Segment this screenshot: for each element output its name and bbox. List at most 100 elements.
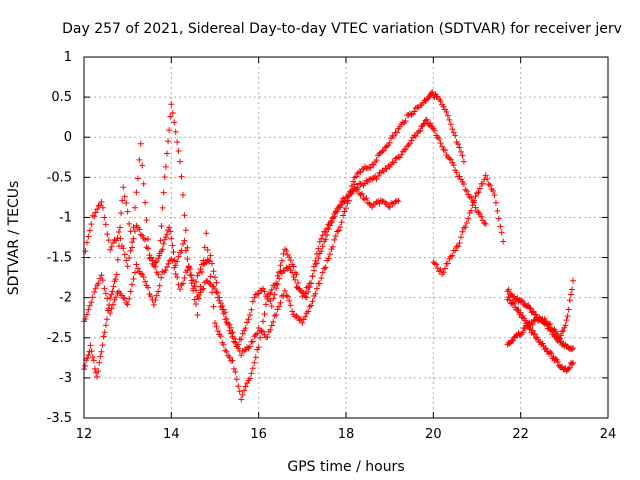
data-point	[283, 292, 290, 299]
data-point	[260, 328, 267, 335]
data-point	[244, 319, 251, 326]
data-point	[137, 140, 144, 147]
data-point	[98, 272, 105, 279]
data-point	[440, 103, 447, 110]
data-point	[449, 252, 456, 259]
data-point	[281, 246, 288, 253]
data-point	[412, 104, 419, 111]
data-point	[344, 197, 351, 204]
data-point	[316, 280, 323, 287]
data-point	[315, 245, 322, 252]
data-point	[249, 365, 256, 372]
data-point	[433, 261, 440, 268]
data-point	[233, 376, 240, 383]
x-tick-label: 12	[76, 427, 93, 442]
data-point	[255, 325, 262, 332]
data-point	[302, 313, 309, 320]
data-point	[105, 237, 112, 244]
data-point	[115, 228, 122, 235]
data-point	[319, 269, 326, 276]
data-point	[319, 232, 326, 239]
data-point	[130, 224, 137, 231]
data-point	[427, 120, 434, 127]
data-point	[197, 266, 204, 273]
data-point	[100, 333, 107, 340]
data-point	[158, 274, 165, 281]
data-point	[177, 286, 184, 293]
data-point	[145, 245, 152, 252]
data-point	[108, 243, 115, 250]
data-point	[159, 246, 166, 253]
x-tick-label: 22	[512, 427, 529, 442]
data-point	[476, 211, 483, 218]
data-point	[242, 383, 249, 390]
data-point	[99, 342, 106, 349]
data-point	[351, 174, 358, 181]
data-point	[228, 330, 235, 337]
data-point	[204, 278, 211, 285]
data-point	[195, 269, 202, 276]
data-point	[299, 319, 306, 326]
data-point	[212, 319, 218, 326]
data-point	[450, 162, 457, 169]
data-point	[117, 224, 124, 231]
data-point	[142, 199, 149, 206]
data-point	[357, 168, 364, 175]
data-point	[104, 231, 111, 238]
data-point	[252, 331, 259, 338]
data-point	[437, 140, 444, 147]
data-point	[99, 277, 106, 284]
data-point	[130, 276, 137, 283]
data-point	[401, 146, 408, 153]
data-point	[104, 295, 111, 302]
data-point	[453, 243, 460, 250]
data-point	[322, 264, 329, 271]
data-point	[463, 219, 470, 226]
data-point	[216, 297, 223, 304]
data-point	[170, 248, 177, 255]
data-point	[150, 301, 157, 308]
data-point	[385, 203, 392, 210]
data-point	[566, 297, 573, 304]
data-point	[142, 278, 149, 285]
data-point	[155, 271, 162, 278]
data-point	[407, 140, 414, 147]
data-point	[136, 226, 143, 233]
y-tick-label: -3	[59, 371, 72, 386]
data-point	[476, 185, 483, 192]
data-point	[484, 176, 491, 183]
data-point	[238, 352, 245, 359]
data-point	[88, 299, 95, 306]
data-point	[373, 157, 380, 164]
data-point	[181, 274, 188, 281]
data-point	[300, 316, 307, 323]
data-point	[121, 193, 128, 200]
data-point	[251, 333, 258, 340]
data-point	[475, 189, 482, 196]
data-point	[322, 228, 329, 235]
data-point	[459, 228, 466, 235]
data-point	[201, 260, 208, 267]
data-point	[276, 269, 283, 276]
data-point	[283, 264, 290, 271]
data-point	[386, 163, 393, 170]
data-point	[325, 255, 332, 262]
data-point	[447, 253, 454, 260]
data-point	[103, 316, 110, 323]
data-point	[460, 158, 467, 165]
data-point	[178, 281, 185, 288]
data-point	[98, 348, 105, 355]
data-point	[456, 240, 463, 247]
data-point	[207, 252, 214, 259]
data-point	[181, 237, 188, 244]
data-point	[213, 279, 220, 286]
data-point	[310, 263, 317, 270]
data-point	[239, 330, 246, 337]
data-point	[481, 220, 488, 227]
data-point	[133, 189, 140, 196]
data-point	[324, 225, 331, 232]
data-point	[172, 128, 179, 135]
data-point	[187, 265, 194, 272]
data-point	[115, 243, 122, 250]
data-point	[127, 228, 134, 235]
